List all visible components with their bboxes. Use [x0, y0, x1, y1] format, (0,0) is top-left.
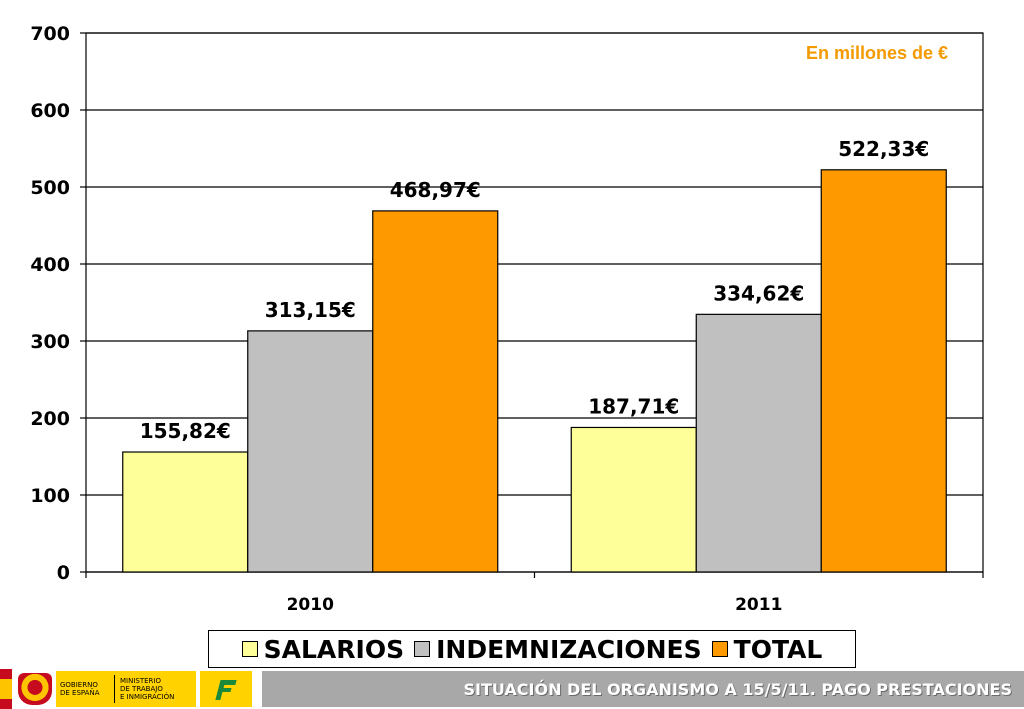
x-tick-labels: 2010 2011: [287, 595, 783, 615]
flag-strip: [0, 669, 12, 709]
legend-swatch-total: [711, 641, 728, 657]
data-labels: 155,82€ 313,15€ 468,97€ 187,71€ 334,62€ 522,3…: [140, 137, 930, 443]
y-tick-label: 200: [30, 408, 70, 430]
y-tick-labels: 0 100 200 300 400 500 600 700: [30, 23, 70, 584]
ministry-line2: DE TRABAJO: [120, 685, 163, 693]
y-tick-label: 400: [30, 254, 70, 276]
x-tick-label: 2011: [735, 595, 782, 615]
coat-of-arms-icon: [18, 673, 52, 705]
ministry-line3: E INMIGRACIÓN: [120, 693, 175, 701]
data-label: 468,97€: [390, 178, 481, 202]
footer: GOBIERNO DE ESPAÑA MINISTERIO DE TRABAJO…: [0, 669, 1024, 709]
bar-salarios-2010: [122, 451, 249, 573]
ministry-line1: MINISTERIO: [120, 677, 161, 685]
data-label: 313,15€: [265, 298, 356, 322]
data-label: 522,33€: [838, 137, 929, 161]
legend-swatch-salarios: [241, 641, 258, 657]
fogasa-logo: [200, 671, 252, 707]
y-tick-label: 500: [30, 177, 70, 199]
data-label: 155,82€: [140, 419, 231, 443]
bar-salarios-2011: [570, 426, 697, 573]
axes: [80, 32, 984, 578]
gov-line2: DE ESPAÑA: [60, 689, 100, 697]
gov-separator: [114, 675, 115, 703]
legend-label-indemnizaciones: INDEMNIZACIONES: [436, 634, 702, 664]
y-tick-label: 700: [30, 23, 70, 45]
unit-annotation: En millones de €: [805, 43, 948, 63]
legend-swatch-indemnizaciones: [414, 641, 431, 657]
data-label: 187,71€: [588, 394, 679, 418]
government-logo: GOBIERNO DE ESPAÑA MINISTERIO DE TRABAJO…: [56, 671, 196, 707]
x-tick-label: 2010: [287, 595, 334, 615]
y-tick-label: 0: [57, 562, 70, 584]
legend-item-salarios: SALARIOS: [241, 634, 405, 664]
bar-total-2011: [820, 169, 947, 573]
bar-indemnizaciones-2010: [247, 330, 374, 573]
legend-item-indemnizaciones: INDEMNIZACIONES: [414, 635, 702, 664]
bar-indemnizaciones-2011: [695, 313, 822, 573]
y-tick-label: 600: [30, 100, 70, 122]
y-tick-label: 300: [30, 331, 70, 353]
bars: [122, 169, 947, 573]
data-label: 334,62€: [713, 281, 804, 305]
bar-total-2010: [372, 210, 499, 573]
f-logo-bar: [220, 688, 232, 692]
legend: SALARIOS INDEMNIZACIONES TOTAL: [208, 630, 856, 668]
footer-logos: GOBIERNO DE ESPAÑA MINISTERIO DE TRABAJO…: [0, 669, 258, 709]
footer-title-bar: SITUACIÓN DEL ORGANISMO A 15/5/11. PAGO …: [262, 671, 1024, 707]
bar-chart: 155,82€ 313,15€ 468,97€ 187,71€ 334,62€ 522,3…: [30, 23, 984, 615]
legend-label-total: TOTAL: [733, 634, 823, 664]
legend-item-total: TOTAL: [711, 634, 823, 664]
gov-line1: GOBIERNO: [60, 681, 98, 689]
y-tick-label: 100: [30, 485, 70, 507]
legend-label-salarios: SALARIOS: [263, 634, 405, 664]
footer-title: SITUACIÓN DEL ORGANISMO A 15/5/11. PAGO …: [463, 679, 1013, 699]
